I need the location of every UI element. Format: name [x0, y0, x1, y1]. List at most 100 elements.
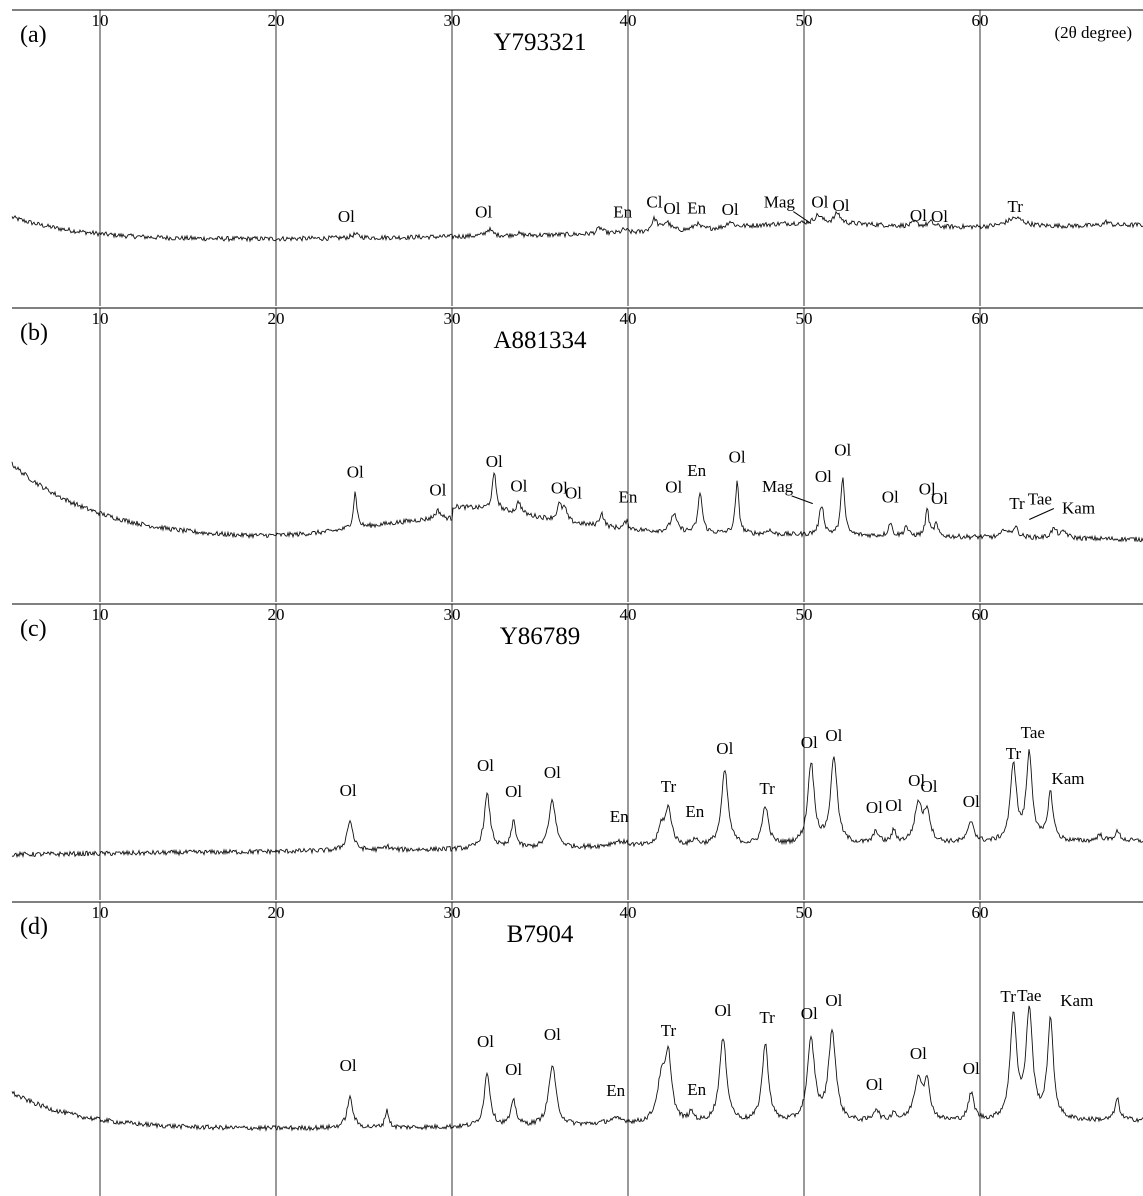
peak-label: Ol	[885, 796, 902, 815]
peak-label: Ol	[825, 726, 842, 745]
peak-label: Ol	[931, 207, 948, 226]
tick-label: 10	[92, 11, 109, 30]
tick-label: 50	[796, 605, 813, 624]
peak-label: Ol	[908, 771, 925, 790]
panel-title: Y86789	[500, 623, 581, 650]
peak-label: Ol	[920, 777, 937, 796]
peak-label: Ol	[811, 193, 828, 212]
peak-label: Ol	[801, 733, 818, 752]
peak-label: Ol	[716, 739, 733, 758]
peak-label: Kam	[1062, 499, 1095, 518]
tick-label: 60	[972, 309, 989, 328]
peak-label: Ol	[505, 1060, 522, 1079]
tick-label: 60	[972, 11, 989, 30]
peak-label: Ol	[729, 448, 746, 467]
peak-label: Ol	[340, 781, 357, 800]
peak-label: Ol	[715, 1001, 732, 1020]
peak-label: Mag	[764, 193, 796, 212]
tick-label: 40	[620, 11, 637, 30]
panel-title: B7904	[507, 921, 574, 948]
tick-label: 50	[796, 903, 813, 922]
tick-label: 60	[972, 903, 989, 922]
leader-line	[1029, 508, 1055, 520]
xrd-trace	[11, 210, 1143, 243]
peak-label: En	[687, 461, 706, 480]
peak-label: Ol	[866, 1075, 883, 1094]
peak-label: Tae	[1028, 490, 1052, 509]
peak-label: Ol	[825, 991, 842, 1010]
peak-label: Tr	[661, 777, 677, 796]
peak-label: Ol	[565, 484, 582, 503]
tick-label: 40	[620, 309, 637, 328]
tick-label: 20	[268, 309, 285, 328]
peak-label: Mag	[762, 477, 794, 496]
peak-label: En	[687, 199, 706, 218]
tick-label: 10	[92, 605, 109, 624]
tick-label: 10	[92, 903, 109, 922]
peak-label: Ol	[801, 1004, 818, 1023]
peak-label: Ol	[477, 1032, 494, 1051]
peak-label: Ol	[834, 441, 851, 460]
peak-label: Ol	[910, 206, 927, 225]
panel-3: 10 20 30 40 50 60(c) Y86789OlOlOlOlEnTrEnOlTrO…	[11, 603, 1143, 900]
peak-label: Ol	[338, 207, 355, 226]
leader-line	[793, 211, 812, 224]
peak-label: Ol	[544, 1025, 561, 1044]
tick-label: 30	[444, 903, 461, 922]
peak-label: Ol	[963, 1059, 980, 1078]
tick-label: 30	[444, 605, 461, 624]
tick-label: 20	[268, 903, 285, 922]
panel-label: (d)	[20, 914, 48, 940]
peak-label: Tr	[1000, 987, 1016, 1006]
peak-label: Ol	[505, 782, 522, 801]
peak-label: Cl	[646, 193, 662, 212]
peak-label: Ol	[544, 763, 561, 782]
peak-label: En	[610, 807, 629, 826]
tick-label: 30	[444, 11, 461, 30]
peak-label: Ol	[429, 481, 446, 500]
peak-label: Ol	[931, 489, 948, 508]
tick-label: 20	[268, 11, 285, 30]
peak-label: Tr	[1007, 197, 1023, 216]
panel-label: (c)	[20, 616, 47, 642]
peak-label: En	[619, 487, 638, 506]
peak-label: En	[613, 203, 632, 222]
tick-label: 10	[92, 309, 109, 328]
peak-label: Kam	[1060, 991, 1093, 1010]
peak-label: Ol	[340, 1056, 357, 1075]
peak-label: Tae	[1021, 723, 1045, 742]
tick-label: 20	[268, 605, 285, 624]
peak-label: Ol	[347, 463, 364, 482]
peak-label: Ol	[551, 478, 568, 497]
tick-label: 40	[620, 903, 637, 922]
tick-label: 50	[796, 11, 813, 30]
panel-label: (b)	[20, 320, 48, 346]
panel-label: (a)	[20, 22, 47, 48]
x-unit-label: (2θ degree)	[1054, 23, 1132, 42]
peak-label: Ol	[486, 452, 503, 471]
peak-label: Ol	[910, 1044, 927, 1063]
peak-label: Ol	[919, 480, 936, 499]
peak-label: En	[685, 802, 704, 821]
peak-label: Tr	[661, 1021, 677, 1040]
peak-label: Tr	[759, 1008, 775, 1027]
leader-line	[791, 495, 813, 505]
peak-label: Ol	[815, 467, 832, 486]
panel-title: Y793321	[493, 29, 586, 56]
peak-label: Ol	[866, 798, 883, 817]
peak-label: Tr	[1006, 744, 1022, 763]
tick-label: 60	[972, 605, 989, 624]
peak-label: Ol	[665, 478, 682, 497]
peak-label: Ol	[963, 792, 980, 811]
peak-label: Ol	[475, 203, 492, 222]
xrd-trace	[11, 1005, 1143, 1132]
peak-label: Ol	[832, 196, 849, 215]
panel-title: A881334	[493, 327, 587, 354]
peak-label: En	[687, 1080, 706, 1099]
peak-label: Kam	[1051, 769, 1084, 788]
tick-label: 40	[620, 605, 637, 624]
panel-1: 10 20 30 40 50 60(a) Y793321 (2θ degree)Ol Ol EnC…	[11, 9, 1143, 306]
peak-label: Tae	[1017, 986, 1041, 1005]
